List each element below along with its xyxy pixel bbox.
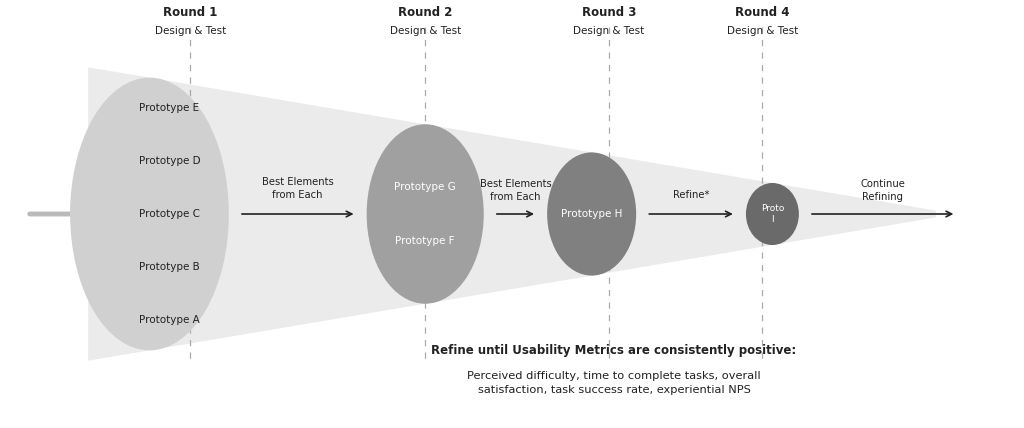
Text: Perceived difficulty, time to complete tasks, overall
satisfaction, task success: Perceived difficulty, time to complete t… [467,372,761,395]
Text: Refine until Usability Metrics are consistently positive:: Refine until Usability Metrics are consi… [431,344,797,357]
Text: Best Elements
from Each: Best Elements from Each [479,179,551,202]
Text: Prototype E: Prototype E [139,103,200,113]
Polygon shape [88,67,936,361]
Text: Design & Test: Design & Test [727,26,798,36]
Text: Round 3: Round 3 [582,6,636,18]
Text: Prototype C: Prototype C [139,209,201,219]
Text: Prototype D: Prototype D [139,156,201,166]
Text: Round 1: Round 1 [163,6,217,18]
Text: Best Elements
from Each: Best Elements from Each [262,177,334,200]
Text: Round 2: Round 2 [398,6,453,18]
Text: Design & Test: Design & Test [155,26,226,36]
Text: Prototype F: Prototype F [395,236,455,246]
Text: Prototype B: Prototype B [139,262,200,272]
Text: Refine*: Refine* [673,190,710,200]
Ellipse shape [70,77,228,351]
Text: Prototype A: Prototype A [139,315,200,325]
Text: Proto
I: Proto I [761,204,784,224]
Text: Round 4: Round 4 [735,6,790,18]
Text: Design & Test: Design & Test [389,26,461,36]
Ellipse shape [367,124,483,304]
Text: Prototype H: Prototype H [561,209,623,219]
Text: Continue
Refining: Continue Refining [860,179,905,202]
Ellipse shape [745,183,799,245]
Text: Design & Test: Design & Test [573,26,645,36]
Text: Prototype G: Prototype G [394,182,456,192]
Ellipse shape [547,152,636,276]
